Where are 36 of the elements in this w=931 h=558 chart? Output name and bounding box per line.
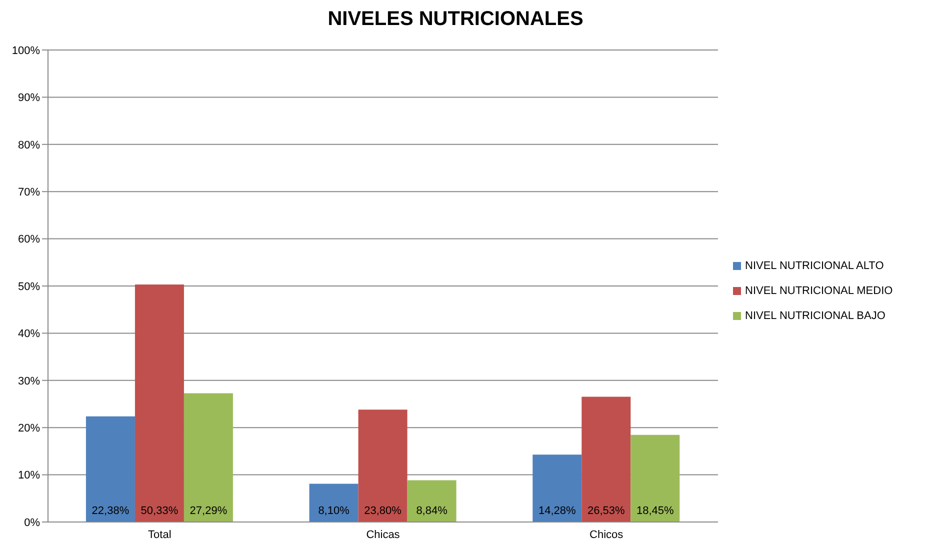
x-tick-label: Total (148, 528, 172, 541)
y-tick-label: 50% (18, 280, 40, 293)
data-label: 22,38% (92, 505, 130, 517)
bar (582, 396, 631, 522)
bar (134, 284, 184, 522)
x-tick-label: Chicas (366, 528, 400, 541)
legend-label: NIVEL NUTRICIONAL MEDIO (745, 284, 893, 296)
x-tick-label: Chicos (590, 528, 624, 541)
y-tick-label: 30% (18, 375, 40, 388)
bar (532, 454, 582, 522)
y-tick-label: 20% (18, 422, 40, 435)
bar (184, 393, 233, 522)
y-tick-label: 90% (18, 92, 40, 104)
bar (630, 434, 680, 522)
y-tick-label: 10% (18, 470, 40, 482)
bar (407, 480, 456, 522)
data-label: 26,53% (587, 505, 626, 517)
y-tick-label: 80% (18, 139, 40, 152)
y-tick-label: 100% (12, 44, 40, 57)
y-tick-label: 40% (18, 328, 40, 340)
data-label: 27,29% (190, 505, 228, 517)
bar (309, 484, 358, 522)
chart-title: NIVELES NUTRICIONALES (326, 8, 584, 32)
data-label: 8,84% (416, 505, 448, 517)
data-label: 23,80% (364, 505, 402, 517)
data-label: 14,28% (538, 505, 576, 517)
data-label: 8,10% (318, 505, 350, 517)
bar (86, 416, 135, 522)
y-tick-label: 60% (18, 234, 40, 246)
bar (358, 410, 408, 522)
data-label: 18,45% (636, 505, 674, 517)
legend-label: NIVEL NUTRICIONAL BAJO (745, 310, 886, 322)
data-label: 50,33% (140, 505, 178, 517)
legend-label: NIVEL NUTRICIONAL ALTO (745, 260, 884, 272)
y-tick-label: 70% (18, 186, 40, 199)
y-tick-label: 0% (24, 516, 40, 529)
